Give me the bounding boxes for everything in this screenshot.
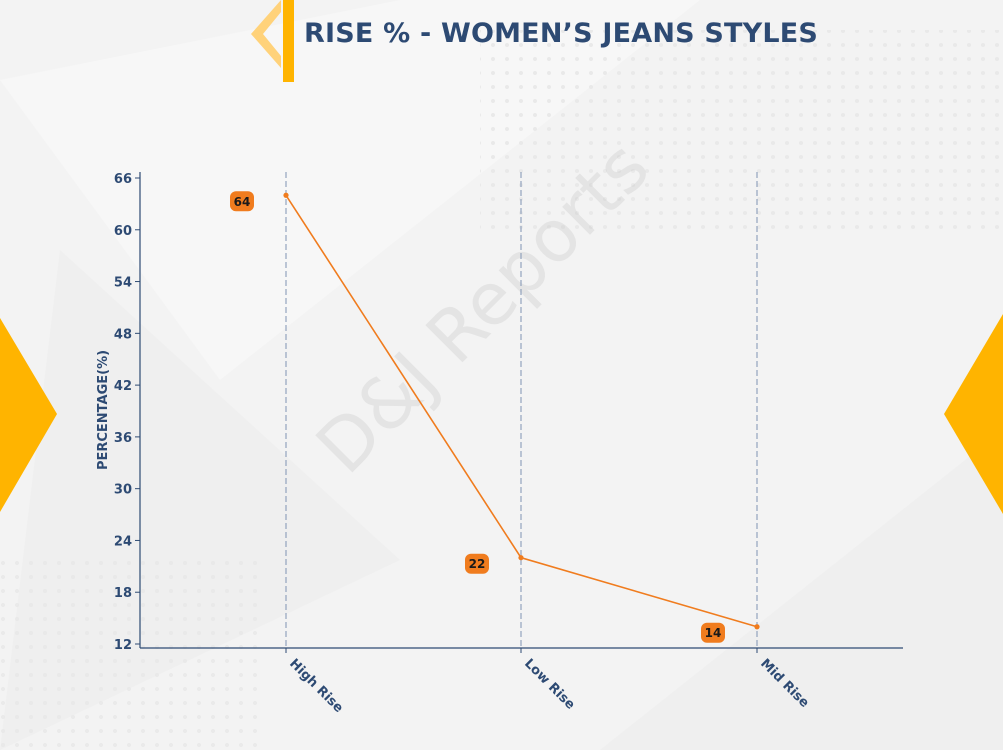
data-label-text: 64 [234,195,251,209]
data-label-box [465,553,489,574]
y-tick-label: 60 [114,224,132,239]
y-tick-label: 24 [114,534,132,549]
right-yellow-accent [944,314,1003,514]
data-label: 14 [701,622,725,643]
y-tick-label: 36 [114,431,132,446]
chart-title: RISE % - WOMEN’S JEANS STYLES [304,18,819,49]
y-tick-label: 54 [114,276,132,291]
data-label: 64 [230,191,254,212]
title-accent-bar [283,0,294,82]
y-tick-label: 42 [114,379,132,394]
data-label-text: 22 [469,557,486,571]
data-point [754,624,760,630]
data-label-box [701,622,725,643]
x-tick-label: Low Rise [521,656,578,713]
data-label-text: 14 [705,626,722,640]
data-point [518,555,524,561]
data-series [283,192,760,630]
left-yellow-accent [0,318,57,512]
y-axis-label: PERCENTAGE(%) [96,350,111,470]
y-tick-label: 66 [114,172,132,187]
grid-lines [285,172,758,648]
y-tick-label: 18 [114,586,132,601]
x-tick-label: Mid Rise [757,656,812,711]
data-labels: 64 22 14 [230,191,725,643]
x-axis-ticks: High Rise Low Rise Mid Rise [285,648,812,716]
y-tick-label: 12 [114,638,132,653]
data-label: 22 [465,553,489,574]
y-axis-ticks: 12 18 24 30 36 42 48 54 60 66 [114,172,140,653]
x-tick-label: High Rise [286,656,346,716]
data-point [283,192,289,198]
y-tick-label: 48 [114,327,132,342]
y-tick-label: 30 [114,483,132,498]
title-chevron-light [251,0,281,68]
data-label-box [230,191,254,212]
